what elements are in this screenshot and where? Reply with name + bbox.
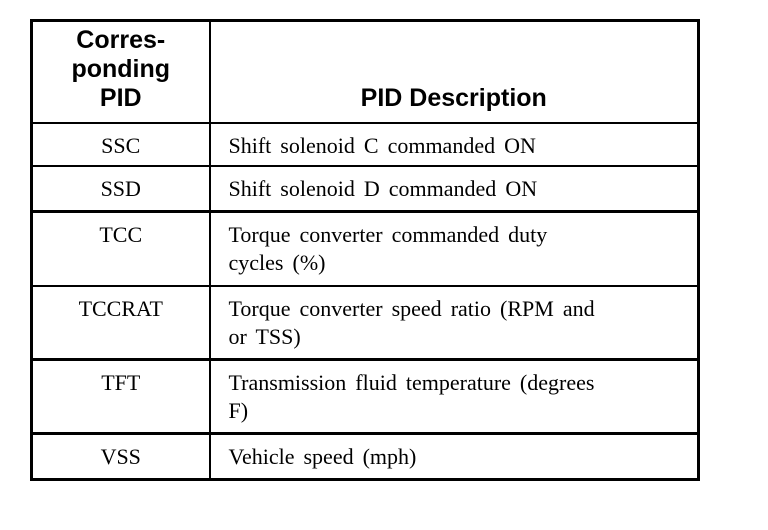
pid-description: Shift solenoid D commanded ON <box>208 164 700 213</box>
header-pid-description: PID Description <box>208 19 700 124</box>
table-row-ssd: SSD Shift solenoid D commanded ON <box>30 164 700 213</box>
header-corresponding-pid: Corres- ponding PID <box>30 19 211 124</box>
pid-code: SSC <box>30 121 211 167</box>
pid-code: SSD <box>30 164 211 213</box>
pid-reference-table: Corres- ponding PID PID Description SSC … <box>30 19 700 481</box>
table-header-row: Corres- ponding PID PID Description <box>30 19 700 124</box>
table-row-tcc: TCC Torque converter commanded duty cycl… <box>30 210 700 287</box>
pid-description: Shift solenoid C commanded ON <box>208 121 700 167</box>
table-row-vss: VSS Vehicle speed (mph) <box>30 432 700 481</box>
pid-description: Torque converter speed ratio (RPM and or… <box>208 284 700 361</box>
pid-code: VSS <box>30 432 211 481</box>
pid-code: TCC <box>30 210 211 287</box>
pid-code: TFT <box>30 358 211 435</box>
table-row-ssc: SSC Shift solenoid C commanded ON <box>30 121 700 167</box>
pid-code: TCCRAT <box>30 284 211 361</box>
pid-description: Vehicle speed (mph) <box>208 432 700 481</box>
pid-description: Torque converter commanded duty cycles (… <box>208 210 700 287</box>
pid-description: Transmission fluid temperature (degrees … <box>208 358 700 435</box>
table-row-tccrat: TCCRAT Torque converter speed ratio (RPM… <box>30 284 700 361</box>
table-row-tft: TFT Transmission fluid temperature (degr… <box>30 358 700 435</box>
